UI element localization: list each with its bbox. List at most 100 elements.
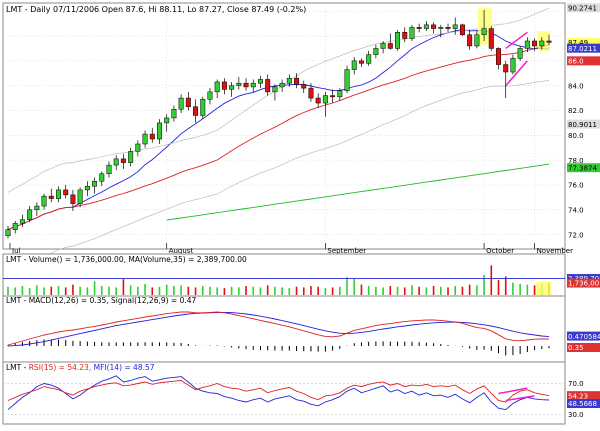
candle-body — [431, 24, 437, 29]
price-axis-label: 87.0211 — [568, 45, 597, 53]
candle-body — [416, 27, 422, 29]
volume-bar — [165, 284, 168, 295]
volume-bar — [497, 279, 500, 295]
indicator-axes: 2,389,701,736,000.4705840.3570.054.2348.… — [567, 274, 600, 419]
month-label: September — [327, 247, 366, 255]
candle-body — [56, 189, 61, 199]
macd-panel-frame — [2, 295, 566, 363]
candle-body — [41, 195, 47, 207]
volume-bar — [72, 284, 74, 295]
rsi-axis-label: 30.0 — [568, 411, 584, 419]
rsi-label-rsi: RSI(15) = 54.23, — [29, 363, 92, 372]
candle-body — [99, 173, 105, 182]
volume-bar — [295, 286, 298, 295]
candle-body — [301, 84, 307, 89]
volume-panel-frame — [2, 253, 566, 297]
volume-bar — [173, 286, 175, 295]
volume-bar — [158, 286, 161, 295]
volume-bar — [367, 286, 370, 295]
macd-axis-label: 0.470584 — [568, 333, 600, 341]
rsi-axis-label-bg — [567, 391, 600, 401]
macd-label-symbol: LMT — [6, 296, 22, 305]
candle-body — [156, 122, 162, 140]
month-label: August — [169, 247, 194, 255]
macd-axis-label-bg — [567, 331, 600, 341]
month-axis: Jul August September October November — [9, 243, 573, 255]
candle-body — [113, 158, 119, 166]
volume-bar — [50, 286, 53, 295]
candle-body — [27, 209, 33, 220]
price-axis-label: 72.0 — [568, 231, 584, 239]
candle-body — [229, 85, 235, 90]
volume-bar — [129, 285, 132, 295]
volume-label-symbol: LMT — [6, 255, 22, 264]
volume-bar — [64, 287, 67, 295]
candle-body — [510, 58, 516, 73]
candle-body — [503, 64, 509, 73]
candle-body — [207, 91, 213, 100]
candle-body — [106, 164, 112, 175]
volume-bar — [223, 288, 226, 295]
candle-body — [532, 40, 538, 47]
volume-bar — [151, 287, 154, 295]
volume-bar — [375, 286, 377, 295]
volume-bar — [281, 287, 283, 295]
volume-highlight — [535, 282, 552, 295]
price-axis-label-bg — [567, 43, 600, 53]
candle-body — [366, 54, 372, 64]
volume-axis-label-bg — [567, 274, 600, 284]
candle-body — [402, 32, 408, 39]
volume-bar — [310, 286, 312, 295]
rsi-axis-label: 70.0 — [568, 380, 584, 388]
volume-bar — [21, 286, 24, 295]
candle-body — [48, 195, 54, 199]
candle-body — [70, 194, 76, 204]
rsi-trend-marker — [498, 387, 528, 395]
mfi-line — [7, 375, 550, 411]
volume-bar — [396, 286, 399, 295]
volume-bar — [245, 286, 247, 295]
volume-axis-label-bg — [567, 278, 600, 288]
volume-bar — [100, 286, 103, 295]
volume-bar — [512, 282, 514, 295]
volume-bar — [187, 286, 190, 295]
price-axis-label-bg — [567, 37, 600, 47]
volume-bar — [122, 279, 125, 295]
candle-body — [185, 97, 191, 108]
candle-body — [178, 97, 184, 110]
volume-bar — [57, 286, 60, 295]
price-axis-label-bg — [567, 119, 600, 129]
rsi-axis-label: 48.5668 — [568, 400, 597, 408]
candle-body — [423, 24, 429, 29]
candle-body — [149, 133, 155, 140]
volume-bar — [266, 285, 269, 295]
volume-bar — [403, 287, 406, 295]
candle-body — [481, 28, 487, 36]
candle-body — [322, 95, 328, 104]
candle-body — [546, 40, 552, 43]
candle-body — [193, 106, 199, 116]
candle-body — [279, 82, 285, 88]
candle-body — [358, 60, 364, 64]
rsi-panel-frame — [2, 361, 566, 425]
ma-mid-line — [7, 44, 550, 231]
volume-bar — [288, 288, 291, 295]
volume-bar — [360, 284, 363, 295]
candle-body — [120, 158, 126, 163]
candle-body — [474, 34, 480, 47]
candle-body — [517, 48, 523, 59]
volume-bar — [447, 287, 449, 295]
candle-body — [164, 117, 170, 124]
macd-line — [7, 311, 549, 346]
volume-bar — [382, 287, 384, 295]
candle-body — [294, 77, 300, 85]
volume-bar — [137, 286, 139, 295]
volume-bar — [468, 284, 471, 295]
volume-bar — [483, 275, 485, 295]
price-axis-label: 78.0 — [568, 157, 584, 165]
volume-bar — [418, 286, 420, 295]
svg-text:LMT - Volume() = 1,736,000.00,: LMT - Volume() = 1,736,000.00, MA(Volume… — [6, 255, 247, 264]
volume-bar — [440, 286, 442, 295]
upper-band-line — [7, 7, 550, 193]
